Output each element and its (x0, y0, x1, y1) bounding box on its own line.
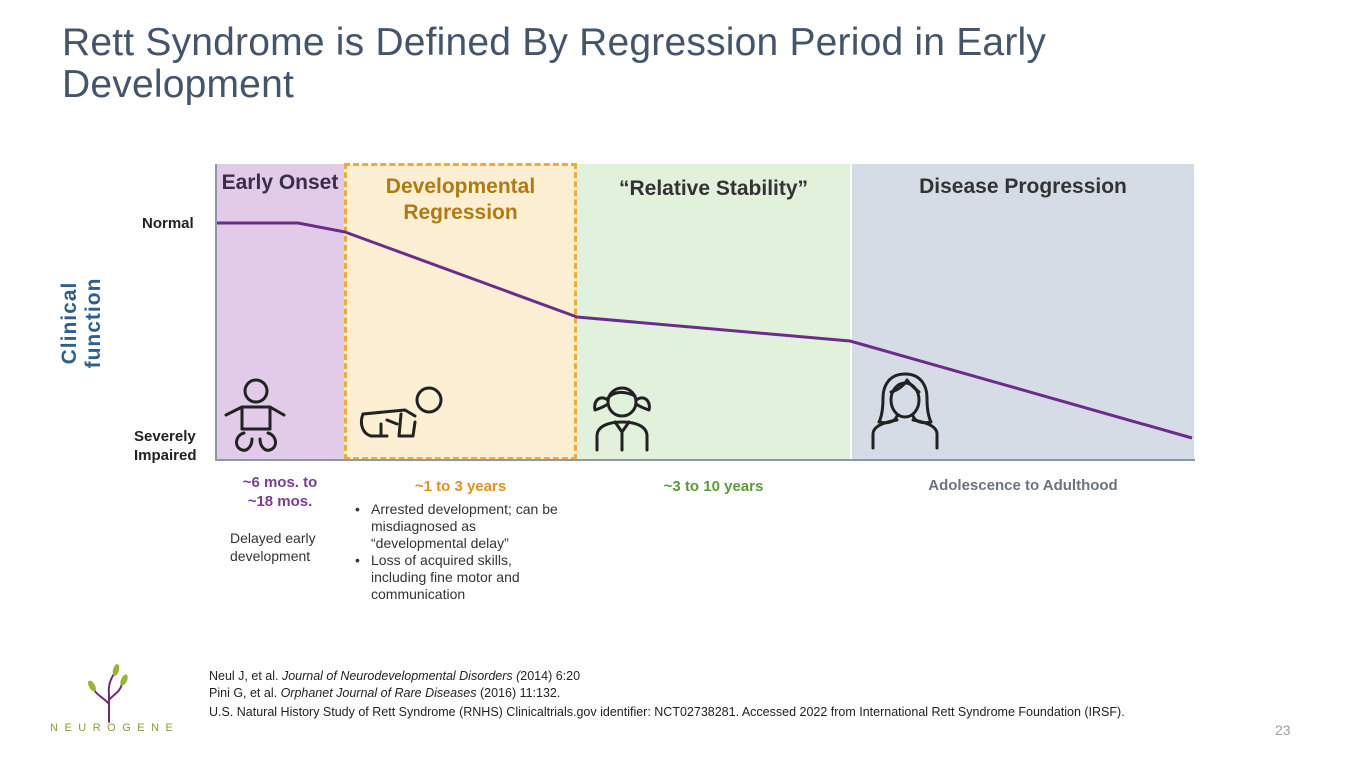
reference-2: Pini G, et al. Orphanet Journal of Rare … (209, 686, 561, 700)
page-number: 23 (1275, 722, 1291, 738)
reference-3: U.S. Natural History Study of Rett Syndr… (209, 705, 1125, 719)
baby-icon (224, 378, 286, 452)
crawling-baby-icon (359, 386, 443, 438)
phase-title-regression: Developmental Regression (385, 175, 536, 224)
phase-title-progression: Disease Progression (919, 175, 1127, 198)
x-axis-line (215, 459, 1195, 461)
time-label-early-onset: ~6 mos. to ~18 mos. (242, 474, 318, 510)
regression-bullet: Arrested development; can be misdiagnose… (355, 501, 565, 552)
regression-description-list: Arrested development; can be misdiagnose… (355, 501, 565, 603)
phase-title-early-onset: Early Onset (221, 171, 339, 194)
regression-bullet: Loss of acquired skills, including fine … (355, 552, 565, 603)
adult-woman-icon (871, 372, 939, 450)
function-line (217, 221, 1193, 440)
time-label-regression: ~1 to 3 years (414, 478, 507, 495)
phase-band-stability (577, 164, 850, 460)
phase-band-progression (852, 164, 1194, 460)
company-logo-text: NEUROGENE (50, 722, 180, 734)
early-onset-description: Delayed early development (230, 530, 316, 564)
regression-highlight-box (344, 163, 577, 460)
phase-title-stability: “Relative Stability” (618, 177, 809, 200)
references: Neul J, et al. Journal of Neurodevelopme… (209, 668, 1139, 720)
y-label-normal: Normal (142, 215, 194, 232)
time-label-progression: Adolescence to Adulthood (928, 477, 1118, 494)
reference-1: Neul J, et al. Journal of Neurodevelopme… (209, 669, 581, 683)
child-girl-icon (593, 386, 651, 452)
time-label-stability: ~3 to 10 years (663, 478, 764, 495)
y-label-severely-impaired: Severely Impaired (134, 428, 197, 464)
slide-title: Rett Syndrome is Defined By Regression P… (62, 21, 1047, 106)
neurogene-logo-icon (88, 664, 128, 723)
y-axis-line (215, 164, 217, 461)
